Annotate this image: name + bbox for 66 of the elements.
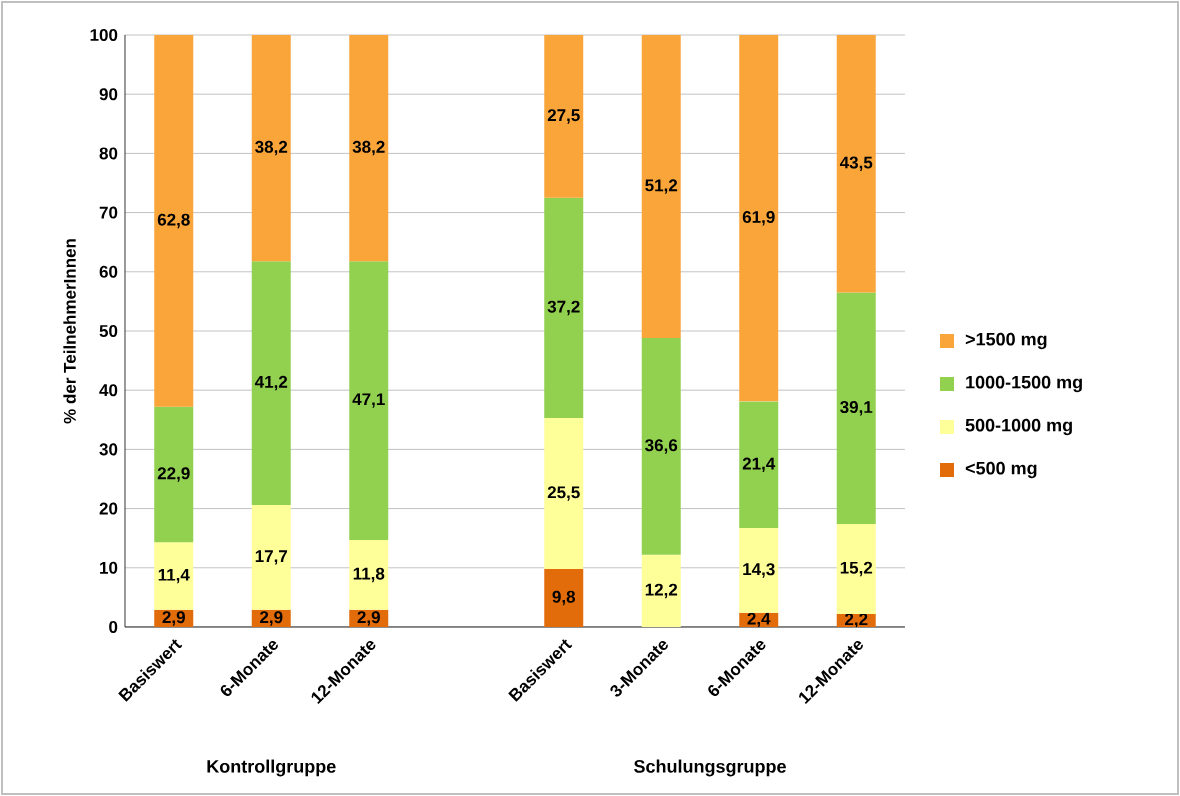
bar: [251, 34, 291, 262]
bar: [836, 292, 876, 524]
text: Schulungsgruppe: [634, 759, 786, 777]
bar: [154, 34, 194, 407]
data-label: 21,4: [742, 457, 776, 473]
y-tick-label: 40: [99, 384, 118, 397]
y-tick-label: 70: [99, 206, 118, 219]
y-tick-label: 10: [100, 561, 118, 574]
data-label: 39,1: [840, 401, 873, 416]
bar: [641, 34, 681, 339]
data-label: 12,2: [645, 583, 678, 599]
y-tick-label: 90: [99, 88, 118, 101]
bar: [544, 418, 584, 569]
bar: [544, 197, 584, 419]
data-label: 9,8: [552, 590, 576, 606]
bar: [641, 338, 681, 555]
bar: [641, 554, 681, 627]
data-label: 36,6: [645, 439, 678, 454]
bar: [739, 34, 779, 402]
data-label: 47,1: [352, 393, 385, 408]
bar: [739, 528, 779, 613]
data-label: 2,9: [357, 611, 380, 626]
data-label: 2,9: [162, 611, 185, 626]
bar: [836, 523, 876, 614]
y-tick-label: 80: [99, 147, 118, 160]
y-tick-label: 20: [99, 502, 118, 515]
data-label: 2,9: [260, 611, 283, 626]
bar: [251, 505, 291, 610]
y-tick-label: 30: [99, 443, 118, 456]
data-label: 61,9: [742, 210, 775, 226]
y-tick-label: 100: [90, 28, 118, 41]
data-label: 15,2: [840, 561, 873, 577]
y-tick-label: 50: [99, 324, 118, 337]
y-axis-title: % der TeilnehmerInnen: [63, 239, 76, 424]
legend-label: 500-1000 mg: [965, 418, 1072, 436]
data-label: 38,2: [352, 140, 385, 156]
bar: [836, 34, 876, 293]
bar: [349, 261, 389, 540]
data-label: 62,8: [157, 213, 190, 229]
bar: [349, 539, 389, 610]
data-label: 25,5: [547, 486, 580, 501]
data-label: 41,2: [254, 375, 288, 391]
data-label: 22,9: [157, 467, 190, 482]
y-tick-label: 60: [99, 265, 118, 278]
data-label: 17,7: [255, 550, 288, 565]
data-label: 14,3: [743, 563, 775, 578]
bar: [544, 34, 584, 198]
bar: [251, 261, 291, 506]
legend-label: >1500 mg: [965, 332, 1047, 350]
bar: [739, 401, 779, 529]
data-label: 38,2: [255, 140, 288, 156]
data-label: 43,5: [839, 156, 873, 171]
bar: [154, 542, 194, 610]
legend-label: 1000-1500 mg: [966, 375, 1082, 393]
data-label: 11,8: [353, 567, 385, 583]
bar: [349, 34, 389, 262]
data-label: 2,4: [747, 612, 771, 628]
bar: [544, 568, 584, 627]
data-label: 11,4: [158, 568, 190, 584]
data-label: 51,2: [645, 179, 678, 194]
legend-label: <500 mg: [965, 461, 1037, 479]
y-tick-label: 0: [109, 620, 118, 633]
data-label: 37,2: [547, 300, 580, 316]
text: Kontrollgruppe: [207, 759, 336, 777]
bar: [154, 406, 194, 543]
data-label: 27,5: [547, 109, 580, 124]
